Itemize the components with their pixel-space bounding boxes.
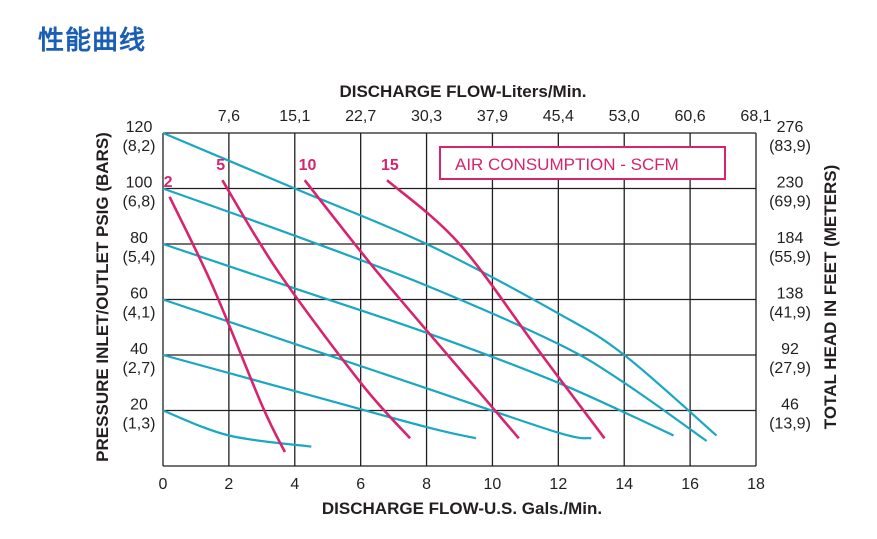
x-tick-top: 22,7 [345, 108, 376, 125]
x-axis-top-title: DISCHARGE FLOW-Liters/Min. [339, 82, 586, 101]
x-tick-bottom: 16 [681, 476, 699, 493]
x-tick-bottom: 14 [615, 476, 633, 493]
air-curve-2 [168, 196, 287, 453]
y-tick-right-meters: (55,9) [769, 249, 811, 266]
x-axis-bottom-title: DISCHARGE FLOW-U.S. Gals./Min. [322, 499, 602, 518]
x-tick-top: 53,0 [609, 108, 640, 125]
x-tick-bottom: 10 [484, 476, 502, 493]
air-consumption-label: AIR CONSUMPTION - SCFM [455, 155, 679, 174]
air-curve-label-15: 15 [381, 157, 399, 174]
x-tick-bottom: 12 [549, 476, 567, 493]
air-consumption-box [439, 146, 726, 180]
air-curve-5 [221, 179, 412, 440]
y-tick-right-feet: 92 [781, 341, 799, 358]
x-tick-top: 68,1 [740, 108, 771, 125]
y-axis-right-title: TOTAL HEAD IN FEET (METERS) [821, 165, 840, 429]
y-tick-left-psi: 120 [126, 119, 153, 136]
y-tick-left-bar: (1,3) [123, 416, 156, 433]
air-curve-10 [303, 179, 520, 440]
y-tick-left-bar: (6,8) [123, 194, 156, 211]
y-tick-left-bar: (5,4) [123, 249, 156, 266]
y-tick-left-psi: 60 [130, 286, 148, 303]
y-tick-right-feet: 276 [777, 119, 804, 136]
y-tick-right-meters: (13,9) [769, 416, 811, 433]
x-tick-bottom: 6 [356, 476, 365, 493]
y-tick-left-bar: (4,1) [123, 305, 156, 322]
air-curve-label-2: 2 [164, 174, 173, 191]
x-tick-bottom: 4 [290, 476, 299, 493]
y-tick-right-meters: (27,9) [769, 360, 811, 377]
y-tick-right-feet: 184 [777, 230, 804, 247]
pressure-curve-80 [162, 242, 675, 437]
air-curve-15 [386, 179, 606, 440]
y-tick-right-feet: 230 [777, 175, 804, 192]
page-title: 性能曲线 [38, 26, 147, 56]
air-curve-label-5: 5 [216, 157, 225, 174]
pressure-curves [162, 131, 718, 448]
y-tick-right-feet: 138 [777, 286, 804, 303]
x-tick-top: 7,6 [218, 108, 240, 125]
y-tick-left-psi: 40 [130, 341, 148, 358]
y-tick-right-meters: (83,9) [769, 138, 811, 155]
x-tick-top: 37,9 [477, 108, 508, 125]
x-tick-top: 30,3 [411, 108, 442, 125]
pressure-curve-20 [162, 409, 312, 448]
y-tick-left-bar: (8,2) [123, 138, 156, 155]
x-tick-bottom: 2 [224, 476, 233, 493]
pressure-curve-60 [162, 298, 592, 440]
y-tick-left-psi: 100 [126, 175, 153, 192]
y-axis-left-title: PRESSURE INLET/OUTLET PSIG (BARS) [93, 132, 112, 462]
pressure-curve-40 [162, 353, 477, 440]
y-tick-left-psi: 20 [130, 397, 148, 414]
air-consumption-curves: 2 5 10 15 [164, 157, 606, 453]
air-curve-label-10: 10 [299, 157, 317, 174]
x-tick-top: 15,1 [279, 108, 310, 125]
x-tick-bottom: 18 [747, 476, 765, 493]
y-tick-left-bar: (2,7) [123, 360, 156, 377]
tick-labels: 0 2 4 6 8 10 12 14 16 187,6 15,1 22,7 30,3 37,9 45,4 53… [123, 108, 811, 493]
y-tick-right-meters: (41,9) [769, 305, 811, 322]
y-tick-right-feet: 46 [781, 397, 799, 414]
x-tick-bottom: 0 [159, 476, 168, 493]
y-tick-left-psi: 80 [130, 230, 148, 247]
chart-grid [162, 132, 757, 467]
x-tick-top: 60,6 [675, 108, 706, 125]
pressure-curve-100 [162, 187, 708, 442]
x-tick-bottom: 8 [422, 476, 431, 493]
y-tick-right-meters: (69,9) [769, 194, 811, 211]
x-tick-top: 45,4 [543, 108, 574, 125]
